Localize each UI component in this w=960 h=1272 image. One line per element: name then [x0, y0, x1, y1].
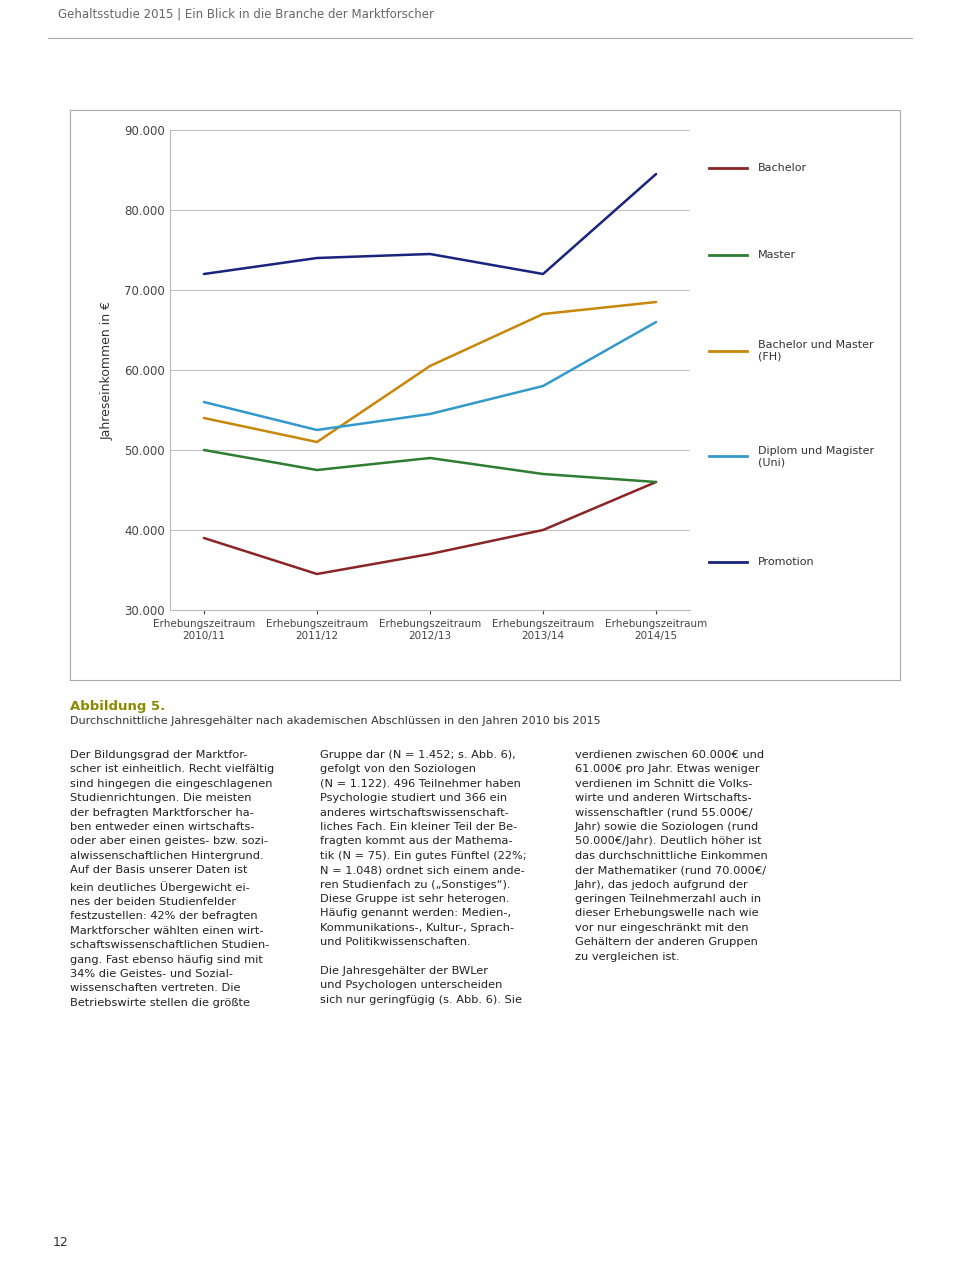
Text: Master: Master — [757, 249, 796, 259]
Text: Abbildung 5.: Abbildung 5. — [70, 700, 165, 714]
Text: Promotion: Promotion — [757, 557, 814, 567]
Text: Gehaltsstudie 2015 | Ein Blick in die Branche der Marktforscher: Gehaltsstudie 2015 | Ein Blick in die Br… — [58, 8, 434, 20]
Text: Durchschnittliche Jahresgehälter nach akademischen Abschlüssen in den Jahren 201: Durchschnittliche Jahresgehälter nach ak… — [70, 716, 601, 726]
Text: Der Bildungsgrad der Marktfor-
scher ist einheitlich. Recht vielfältig
sind hing: Der Bildungsgrad der Marktfor- scher ist… — [70, 750, 275, 1007]
Text: 12: 12 — [53, 1236, 68, 1249]
Y-axis label: Jahreseinkommen in €: Jahreseinkommen in € — [100, 300, 113, 440]
Text: Gruppe dar (N = 1.452; s. Abb. 6),
gefolgt von den Soziologen
(N = 1.122). 496 T: Gruppe dar (N = 1.452; s. Abb. 6), gefol… — [320, 750, 527, 1005]
Text: Bachelor und Master
(FH): Bachelor und Master (FH) — [757, 340, 874, 361]
Text: Diplom und Magister
(Uni): Diplom und Magister (Uni) — [757, 445, 874, 467]
Text: Bachelor: Bachelor — [757, 163, 806, 173]
Text: verdienen zwischen 60.000€ und
61.000€ pro Jahr. Etwas weniger
verdienen im Schn: verdienen zwischen 60.000€ und 61.000€ p… — [575, 750, 768, 962]
